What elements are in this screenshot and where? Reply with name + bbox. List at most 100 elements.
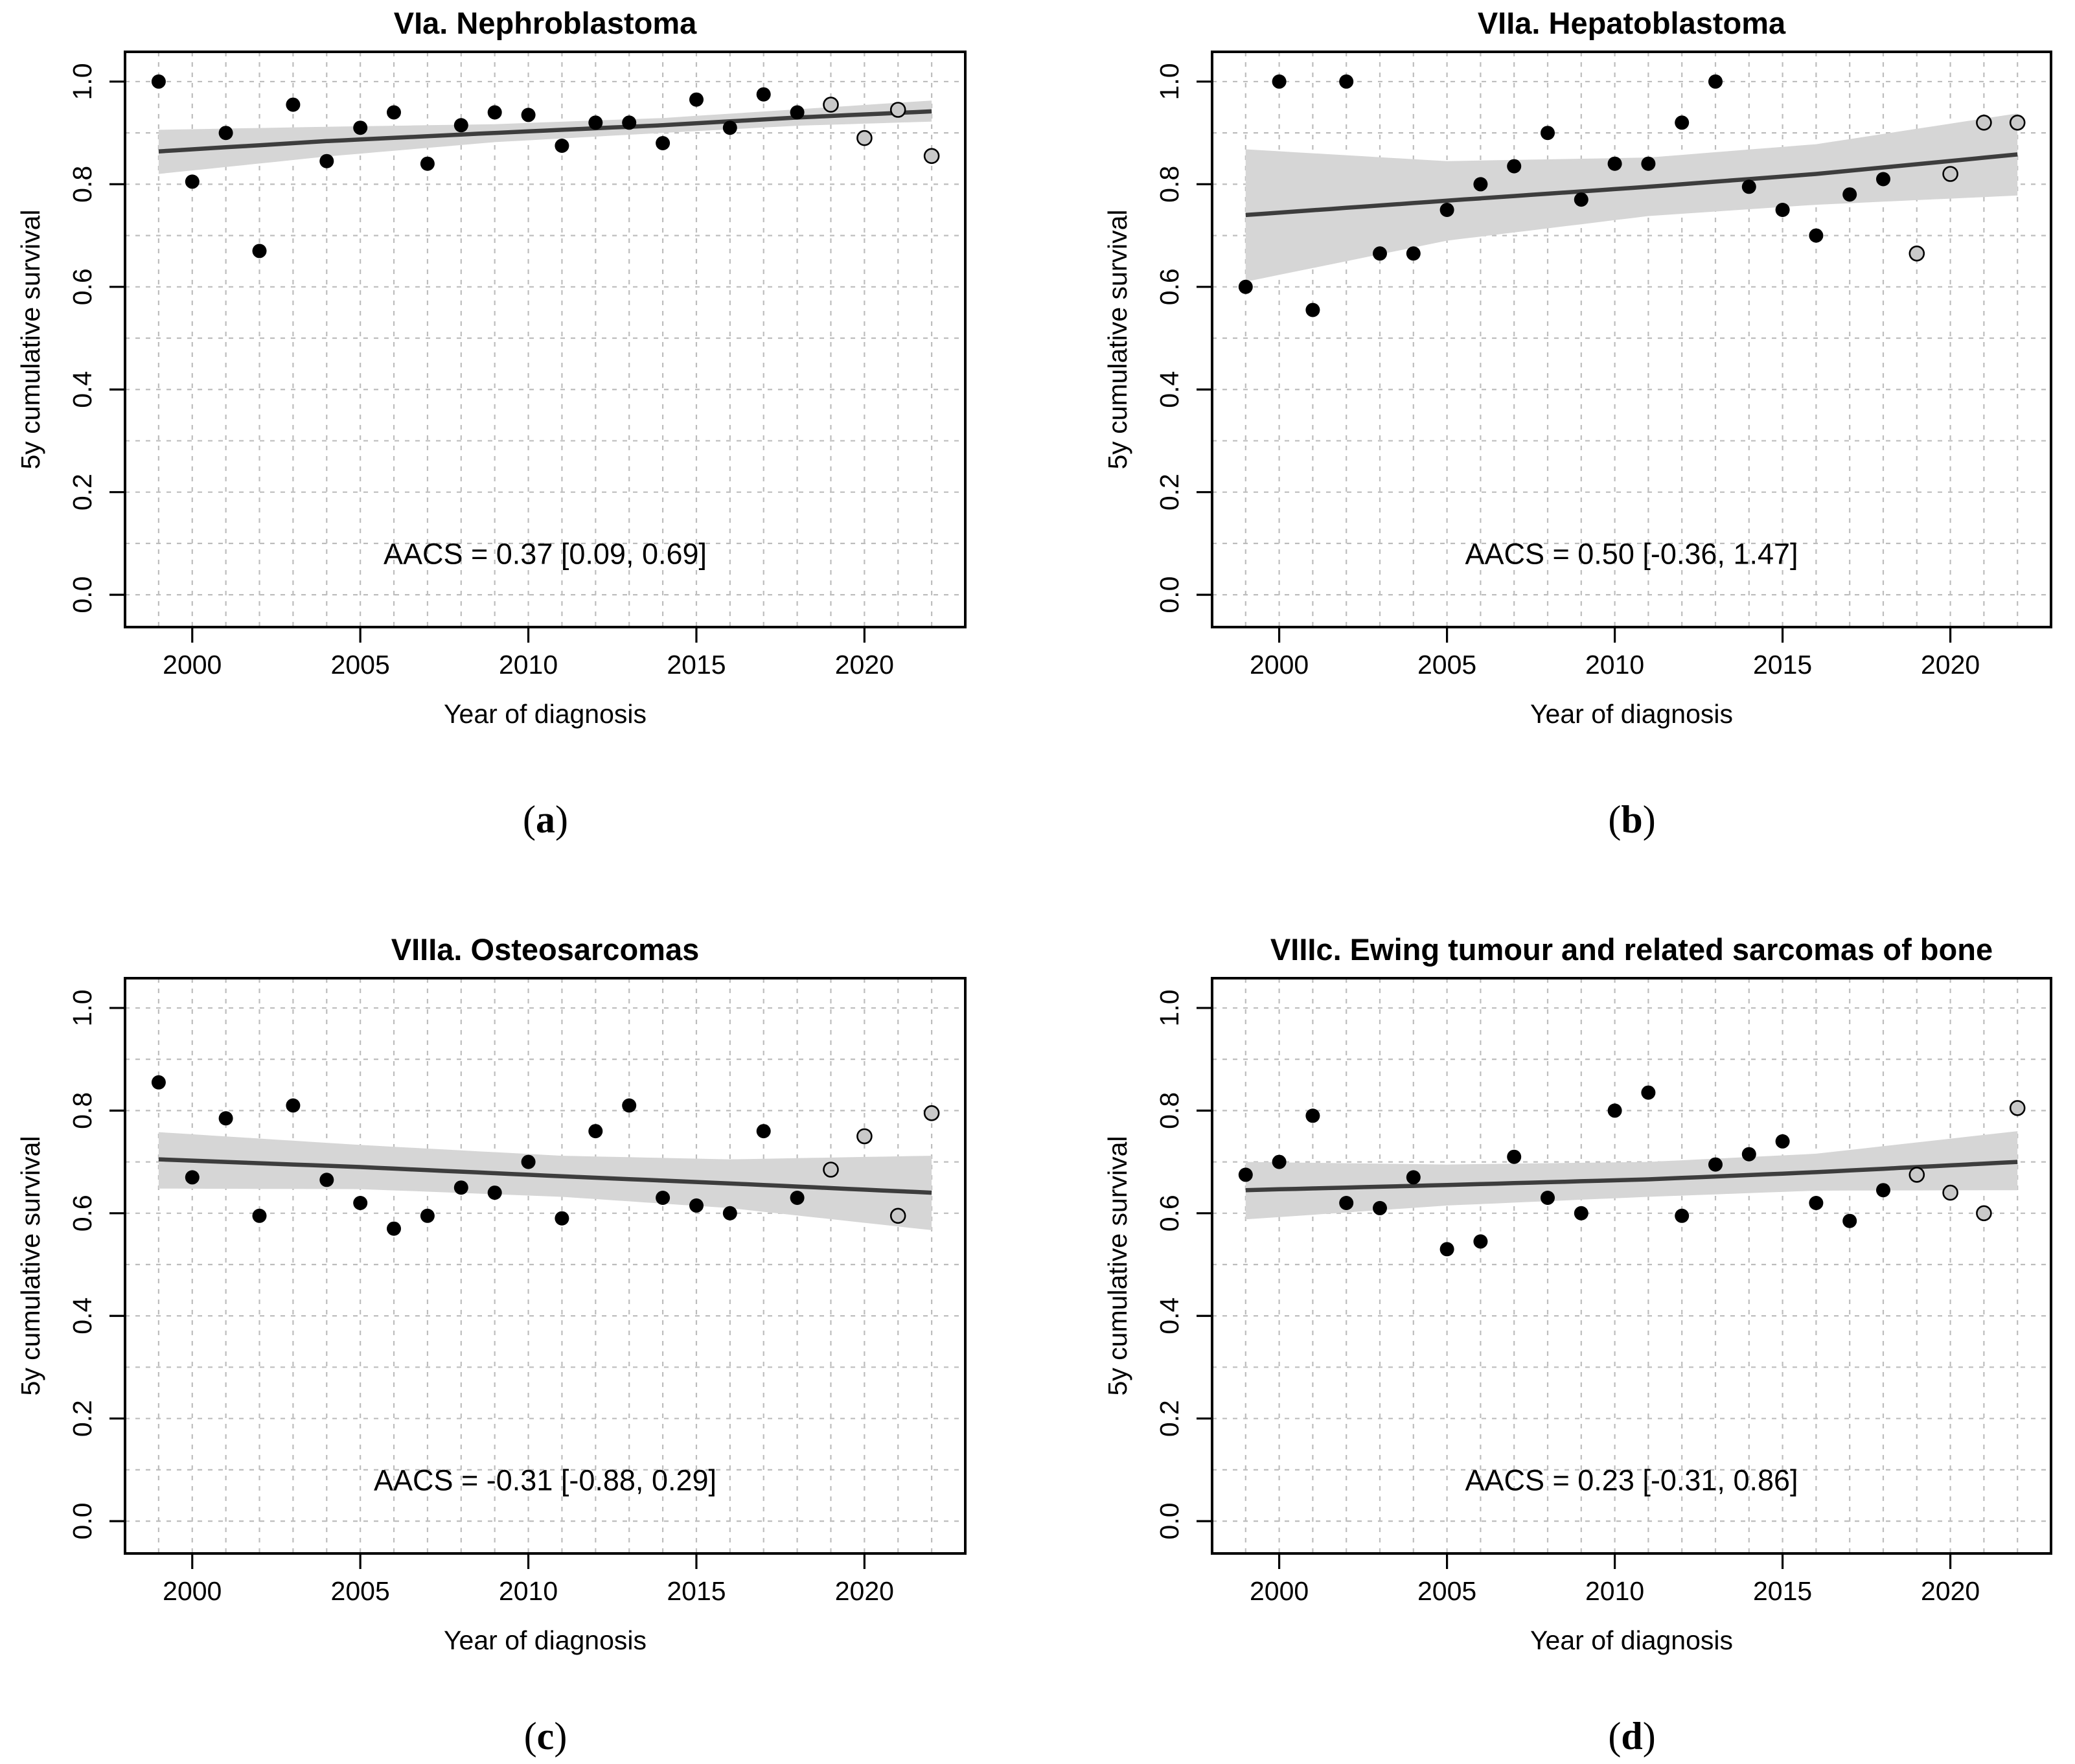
y-axis-title: 5y cumulative survival: [16, 1136, 45, 1395]
data-point: [319, 154, 334, 168]
data-point: [387, 105, 401, 120]
data-point: [521, 108, 536, 122]
data-point: [622, 115, 637, 130]
caption-close-paren: ): [555, 798, 568, 841]
data-point: [1842, 1213, 1857, 1228]
panel-d: 2000 2005 2010 2015 2020 0.0 0.2 0.4 0.6 0.8 1.0 VI…: [1038, 926, 2075, 1678]
data-point: [1406, 1170, 1421, 1185]
y-tick-label: 0.6: [67, 268, 97, 305]
y-tick-label: 0.2: [1154, 1400, 1184, 1437]
data-point: [689, 1198, 704, 1213]
panel-b: 2000 2005 2010 2015 2020 0.0 0.2 0.4 0.6 0.8 1.0 VI…: [1038, 0, 2075, 751]
panel-b-caption: (b): [1548, 784, 1716, 855]
caption-open-paren: (: [523, 1715, 537, 1758]
data-point: [656, 136, 671, 150]
y-tick-label: 0.2: [1154, 474, 1184, 510]
data-point: [1439, 203, 1454, 217]
plot-frame: [1211, 51, 2052, 628]
data-point: [1641, 1085, 1656, 1100]
data-point-projected: [1976, 1205, 1992, 1222]
panel-c: 2000 2005 2010 2015 2020 0.0 0.2 0.4 0.6 0.8 1.0 VI…: [0, 926, 1037, 1678]
y-tick-label: 0.0: [67, 577, 97, 613]
data-point: [1876, 172, 1890, 187]
trend-line: [1245, 1160, 2018, 1193]
x-tick-label: 2005: [331, 650, 390, 680]
x-tick-label: 2010: [499, 650, 558, 680]
data-point: [1373, 246, 1387, 261]
data-point: [1741, 179, 1756, 194]
panel-d-chart: 2000 2005 2010 2015 2020 0.0 0.2 0.4 0.6 0.8 1.0 VI…: [1103, 932, 2052, 1655]
caption-open-paren: (: [1608, 1715, 1622, 1758]
data-point: [790, 1191, 805, 1205]
data-point: [286, 1098, 301, 1113]
grid-lines: [125, 978, 965, 1553]
data-point-projected: [1976, 115, 1992, 131]
data-point: [453, 118, 468, 133]
caption-close-paren: ): [1642, 798, 1656, 841]
data-point: [1473, 177, 1488, 192]
caption-letter-b: b: [1621, 798, 1643, 841]
confidence-band: [158, 1132, 932, 1230]
data-point: [353, 1196, 368, 1210]
data-point: [1775, 203, 1790, 217]
y-tick-label: 0.4: [67, 1298, 97, 1334]
x-tick-label: 2015: [1753, 650, 1812, 680]
x-tick-label: 2010: [499, 1576, 558, 1606]
data-point: [689, 92, 704, 107]
data-point: [588, 1124, 603, 1139]
panel-b-chart: 2000 2005 2010 2015 2020 0.0 0.2 0.4 0.6 0.8 1.0 VI…: [1103, 6, 2052, 729]
data-point: [1708, 74, 1723, 89]
panel-title: VIIIa. Osteosarcomas: [391, 932, 699, 967]
y-tick-label: 0.8: [67, 166, 97, 203]
data-point-projected: [889, 102, 906, 118]
data-point-projected: [823, 97, 839, 113]
data-point: [555, 139, 569, 153]
data-point: [1775, 1134, 1790, 1149]
data-point-projected: [856, 130, 873, 146]
y-tick-label: 0.8: [1154, 166, 1184, 203]
x-tick-label: 2000: [163, 1576, 222, 1606]
data-point: [353, 120, 368, 135]
x-tick-label: 2020: [1921, 1576, 1980, 1606]
data-points: [151, 1075, 940, 1236]
data-point: [1675, 1208, 1690, 1223]
data-point: [756, 1124, 771, 1139]
x-tick-label: 2005: [1417, 1576, 1476, 1606]
panel-a: 2000 2005 2010 2015 2020 0.0 0.2 0.4 0.6 0.8 1.0 VI…: [0, 0, 1037, 751]
y-axis-title: 5y cumulative survival: [1103, 209, 1132, 469]
y-tick-label: 0.8: [1154, 1092, 1184, 1129]
data-point-projected: [856, 1128, 873, 1145]
data-point: [1607, 1103, 1622, 1118]
data-point: [1305, 1108, 1320, 1123]
data-point: [722, 120, 737, 135]
y-tick-label: 0.2: [67, 474, 97, 510]
data-point: [185, 174, 200, 189]
data-point: [185, 1170, 200, 1185]
data-point: [1809, 1196, 1824, 1210]
grid-lines: [1212, 978, 2051, 1553]
data-point-projected: [1942, 1184, 1958, 1201]
aacs-annotation: AACS = 0.50 [-0.36, 1.47]: [1465, 538, 1798, 571]
data-point: [1574, 1206, 1588, 1220]
data-point: [286, 97, 301, 112]
y-tick-label: 0.0: [1154, 1503, 1184, 1540]
data-point: [656, 1191, 671, 1205]
data-point: [1305, 303, 1320, 317]
caption-letter-c: c: [536, 1715, 555, 1758]
data-point: [790, 105, 805, 120]
aacs-annotation: AACS = 0.37 [0.09, 0.69]: [384, 538, 707, 571]
plot-frame: [1211, 977, 2052, 1555]
panel-a-caption: (a): [461, 784, 630, 855]
x-tick-label: 2000: [1250, 1576, 1309, 1606]
y-tick-label: 0.6: [1154, 268, 1184, 305]
caption-close-paren: ): [1642, 1715, 1656, 1758]
y-tick-label: 0.4: [1154, 1298, 1184, 1334]
data-point: [151, 74, 166, 89]
y-tick-label: 0.4: [1154, 371, 1184, 408]
x-tick-label: 2015: [1753, 1576, 1812, 1606]
y-axis-title: 5y cumulative survival: [1103, 1136, 1132, 1395]
panel-title: VIa. Nephroblastoma: [394, 6, 697, 40]
data-point: [252, 1208, 267, 1223]
data-point: [151, 1075, 166, 1090]
